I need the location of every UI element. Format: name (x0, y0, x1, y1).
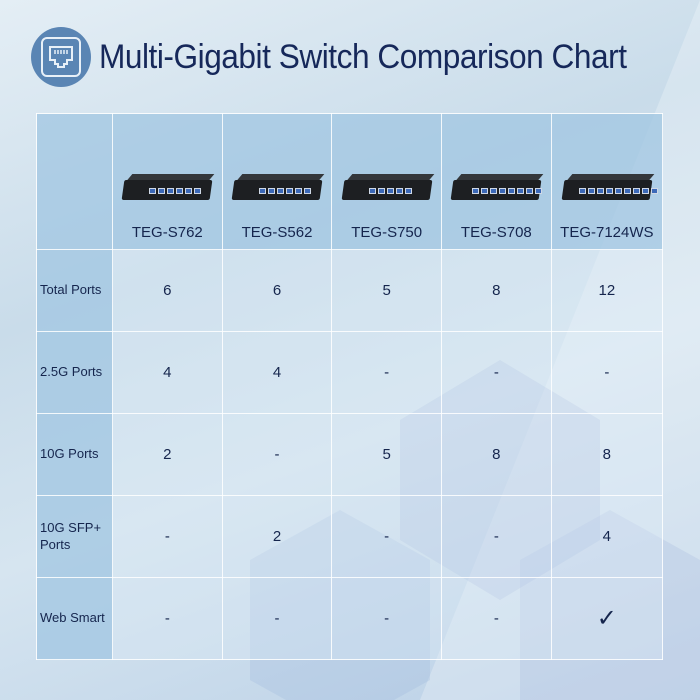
product-model: TEG-S562 (241, 224, 313, 241)
table-row: Web Smart - - - - ✓ (36, 577, 664, 660)
header: Multi-Gigabit Switch Comparison Chart (31, 27, 666, 87)
table-cell: 2 (112, 413, 223, 496)
table-cell: 12 (550, 249, 664, 332)
corner-cell (36, 113, 113, 250)
table-cell: - (112, 495, 223, 578)
table-cell: 8 (441, 249, 552, 332)
table-cell: - (221, 413, 333, 496)
product-column-1: TEG-S562 (221, 113, 333, 250)
table-cell: - (441, 495, 552, 578)
table-cell: 5 (331, 413, 443, 496)
ethernet-port-icon (31, 27, 91, 87)
product-column-2: TEG-S750 (331, 113, 443, 250)
product-column-4: TEG-7124WS (550, 113, 664, 250)
row-label: 2.5G Ports (36, 331, 113, 414)
table-cell: 4 (112, 331, 223, 414)
table-cell: - (331, 331, 443, 414)
table-cell: - (331, 495, 443, 578)
product-model: TEG-S762 (131, 224, 203, 241)
table-cell: - (112, 577, 223, 660)
row-label: Total Ports (36, 249, 113, 332)
table-cell: 6 (221, 249, 333, 332)
product-model: TEG-S750 (351, 224, 423, 241)
switch-image (561, 174, 658, 202)
table-cell: 5 (331, 249, 443, 332)
product-column-0: TEG-S762 (112, 113, 223, 250)
table-cell: - (441, 577, 552, 660)
product-model: TEG-S708 (460, 224, 532, 241)
table-row: Total Ports 6 6 5 8 12 (36, 249, 664, 332)
table-row: 10G Ports 2-5 8 8 (36, 413, 664, 496)
table-cell: 6 (112, 249, 223, 332)
switch-image (341, 174, 435, 202)
table-cell: 2 (221, 495, 333, 578)
comparison-table: TEG-S762 TEG-S562 TEG-S750 TEG-S708 TEG-… (36, 113, 664, 660)
row-label: Web Smart (36, 577, 113, 660)
row-label: 10G Ports (36, 413, 113, 496)
product-column-3: TEG-S708 (441, 113, 552, 250)
table-cell: - (331, 577, 443, 660)
table-cell: - (550, 331, 664, 414)
page-title: Multi-Gigabit Switch Comparison Chart (99, 37, 627, 76)
table-cell: 8 (550, 413, 664, 496)
switch-image (231, 174, 325, 202)
switch-image (121, 174, 215, 202)
checkmark-icon: ✓ (550, 577, 664, 660)
table-row: 2.5G Ports 4 4- - - (36, 331, 664, 414)
switch-image (450, 174, 544, 202)
table-cell: 4 (221, 331, 333, 414)
row-label: 10G SFP+ Ports (36, 495, 113, 578)
table-row: 10G SFP+ Ports -2- -4 (36, 495, 664, 578)
table-header-row: TEG-S762 TEG-S562 TEG-S750 TEG-S708 TEG-… (36, 113, 664, 250)
table-cell: - (441, 331, 552, 414)
table-cell: 4 (550, 495, 664, 578)
table-cell: 8 (441, 413, 552, 496)
product-model: TEG-7124WS (560, 224, 654, 241)
table-cell: - (221, 577, 333, 660)
